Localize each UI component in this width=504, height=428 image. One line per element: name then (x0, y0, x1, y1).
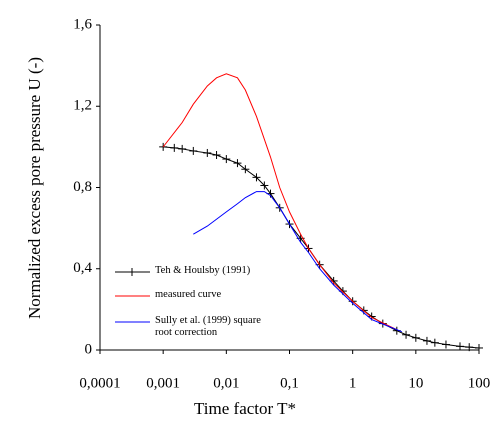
x-tick-label: 100 (468, 375, 491, 391)
marker (189, 146, 198, 155)
series-line (193, 191, 403, 333)
marker (411, 333, 420, 342)
marker (252, 173, 261, 182)
marker (260, 181, 269, 190)
marker (178, 144, 187, 153)
x-tick-label: 0,0001 (79, 375, 120, 391)
legend-label: Sully et al. (1999) square root correcti… (155, 315, 261, 338)
marker (222, 155, 231, 164)
y-tick-label: 0,4 (73, 260, 92, 276)
series-line (162, 73, 398, 331)
marker (233, 159, 242, 168)
y-tick-label: 1,6 (73, 16, 92, 32)
marker (475, 343, 483, 352)
marker (170, 143, 179, 152)
y-axis-label: Normalized excess pore pressure U (-) (25, 57, 44, 319)
marker (402, 330, 411, 339)
legend-label: Teh & Houlsby (1991) (155, 265, 251, 276)
marker (203, 148, 212, 157)
x-tick-label: 10 (408, 375, 423, 391)
y-tick-label: 0,8 (73, 179, 92, 195)
x-tick-label: 0,01 (213, 375, 239, 391)
marker (422, 336, 431, 345)
marker (465, 343, 474, 352)
y-tick-label: 1,2 (73, 98, 92, 114)
legend-label: measured curve (155, 289, 222, 300)
y-tick-label: 0 (85, 341, 93, 357)
x-tick-label: 0,1 (280, 375, 299, 391)
x-tick-label: 0,001 (146, 375, 180, 391)
marker (430, 338, 439, 347)
legend-marker (128, 268, 136, 276)
x-axis-label: Time factor T* (194, 399, 296, 418)
marker (212, 151, 221, 159)
marker (455, 342, 464, 351)
marker (241, 165, 250, 174)
x-tick-label: 1 (349, 375, 357, 391)
marker (441, 340, 450, 349)
